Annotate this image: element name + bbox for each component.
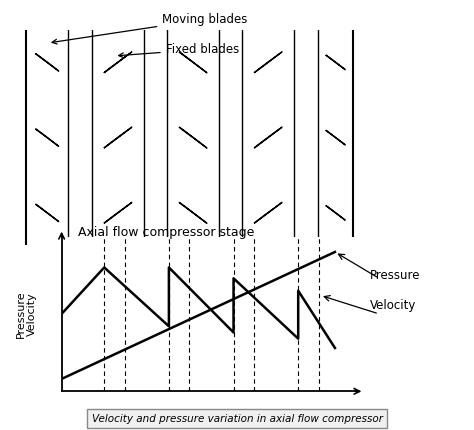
Polygon shape [254,52,282,73]
Text: Pressure: Pressure [370,269,420,282]
Polygon shape [179,203,207,223]
Polygon shape [104,52,132,73]
Polygon shape [326,206,345,220]
Polygon shape [179,52,207,73]
Polygon shape [104,203,132,223]
Polygon shape [254,127,282,148]
Polygon shape [254,203,282,223]
Polygon shape [36,54,59,71]
Text: Velocity and pressure variation in axial flow compressor: Velocity and pressure variation in axial… [91,414,383,424]
Polygon shape [36,129,59,146]
Polygon shape [104,127,132,148]
Text: Fixed blades: Fixed blades [118,43,239,58]
Text: Velocity: Velocity [370,299,416,312]
Text: Moving blades: Moving blades [52,13,248,44]
Polygon shape [36,204,59,221]
Polygon shape [326,130,345,145]
Text: Pressure
Velocity: Pressure Velocity [16,290,37,338]
Polygon shape [179,127,207,148]
Polygon shape [326,55,345,70]
Text: Axial flow compressor stage: Axial flow compressor stage [78,226,254,239]
